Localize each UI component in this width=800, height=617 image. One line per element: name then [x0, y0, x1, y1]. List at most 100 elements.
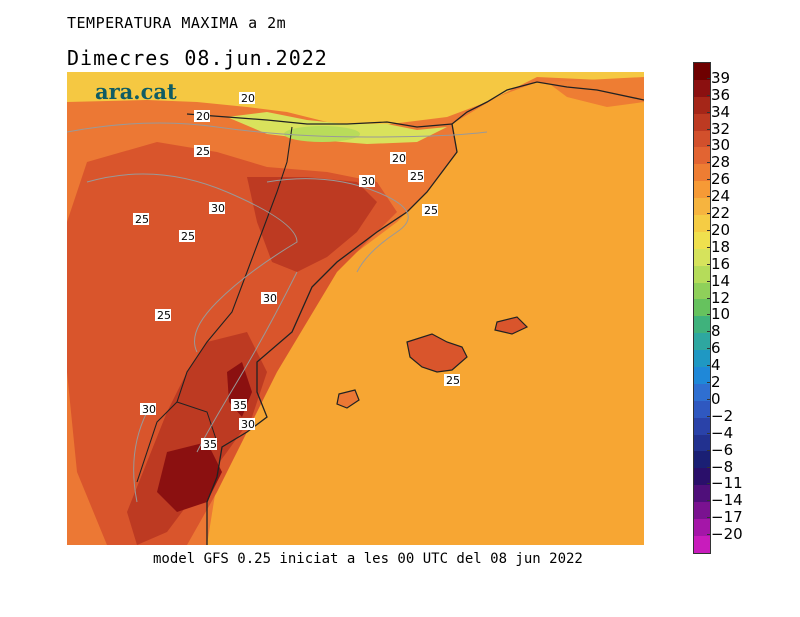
coastline	[206, 123, 458, 545]
legend-label: 12	[706, 288, 731, 307]
contour-label-text: 30	[211, 202, 225, 215]
legend-label: 10	[706, 305, 731, 324]
logo: ara.cat	[95, 79, 177, 104]
legend-swatch	[694, 198, 710, 216]
contour-label-text: 30	[241, 418, 255, 431]
legend-swatch	[694, 417, 710, 435]
color-legend	[693, 62, 711, 554]
contour-label: 20	[239, 92, 255, 105]
map-canvas: ara.cat 20 20 20 25 25 25 25 30 30 25 25…	[67, 72, 644, 545]
legend-swatch	[694, 350, 710, 368]
ibiza	[336, 389, 360, 409]
contour-label: 30	[359, 175, 375, 188]
legend-label: 26	[706, 170, 731, 189]
legend-swatch	[694, 231, 710, 249]
legend-swatch	[694, 333, 710, 351]
contour-label: 30	[261, 292, 277, 305]
contour-label-text: 20	[241, 92, 255, 105]
legend-swatch	[694, 316, 710, 334]
contour-label: 25	[155, 309, 171, 322]
legend-label: 2	[707, 373, 721, 392]
menorca	[494, 316, 529, 335]
legend-swatch	[694, 485, 710, 503]
legend-label: 4	[707, 356, 721, 375]
contour-label: 25	[444, 374, 460, 387]
legend-label: −17	[707, 508, 743, 527]
contour-label-text: 30	[263, 292, 277, 305]
legend-swatch	[694, 96, 710, 114]
contour-label-text: 25	[424, 204, 438, 217]
contour-label-text: 20	[196, 110, 210, 123]
hot-region	[247, 177, 377, 272]
legend-swatch	[694, 164, 710, 182]
contour-label-text: 35	[203, 438, 217, 451]
contour-label-text: 25	[446, 374, 460, 387]
legend-label: −11	[707, 474, 743, 493]
border-regions-2	[176, 401, 218, 443]
map-date: Dimecres 08.jun.2022	[67, 46, 328, 70]
contour-label-text: 20	[392, 152, 406, 165]
border-pyrenees	[186, 113, 453, 128]
legend-swatch	[694, 502, 710, 520]
cool-band	[67, 72, 644, 127]
contour-label: 30	[209, 202, 225, 215]
model-info: model GFS 0.25 iniciat a les 00 UTC del …	[153, 551, 583, 567]
legend-swatch	[694, 468, 710, 486]
contour-label: 30	[140, 403, 156, 416]
contour-label: 20	[194, 110, 210, 123]
legend-label: 39	[706, 68, 731, 87]
contour-label-text: 30	[142, 403, 156, 416]
legend-label: 18	[706, 237, 731, 256]
legend-label: 34	[706, 102, 731, 121]
legend-swatch	[694, 535, 710, 553]
legend-label: 6	[707, 339, 721, 358]
legend-swatch	[694, 63, 710, 80]
legend-swatch	[694, 113, 710, 131]
legend-swatch	[694, 248, 710, 266]
contour-label-text: 25	[135, 213, 149, 226]
contour-label-text: 25	[196, 145, 210, 158]
contour-label-text: 25	[181, 230, 195, 243]
contour-label: 20	[390, 152, 406, 165]
legend-swatch	[694, 383, 710, 401]
contour-label: 25	[194, 145, 210, 158]
legend-label: 28	[706, 153, 731, 172]
warm-sea-blob	[547, 77, 644, 107]
contour-label: 35	[231, 399, 247, 412]
legend-label: −8	[706, 457, 734, 476]
isotherms	[67, 122, 488, 503]
legend-swatch	[694, 215, 710, 232]
very-hot-core	[157, 442, 222, 512]
cold-core	[284, 126, 360, 142]
legend-label: −2	[706, 406, 734, 425]
legend-label: −20	[707, 525, 743, 544]
legend-swatch	[694, 130, 710, 148]
contour-label: 25	[422, 204, 438, 217]
legend-swatch	[694, 400, 710, 418]
legend-swatch	[694, 367, 710, 384]
legend-label: 22	[706, 204, 731, 223]
legend-ticks: 39 36 34 32 30 28 26 24 22 20 18 16 14 12 10 8 6 4 2 0 −2 −4−…	[706, 62, 791, 552]
contour-labels: 20 20 20 25 25 25 25 30 30 25 25 30 30 2…	[133, 92, 460, 451]
legend-swatch	[694, 451, 710, 469]
legend-label: −4	[706, 423, 734, 442]
contour-label: 25	[408, 170, 424, 183]
legend-swatch	[694, 434, 710, 452]
temperature-map: ara.cat 20 20 20 25 25 25 25 30 30 25 25…	[67, 72, 644, 545]
legend-swatch	[694, 181, 710, 199]
contour-label: 25	[179, 230, 195, 243]
legend-label: 16	[706, 254, 731, 273]
legend-swatch	[694, 265, 710, 283]
contour-label-text: 25	[157, 309, 171, 322]
contour-label: 25	[133, 213, 149, 226]
legend-label: 24	[706, 187, 731, 206]
mallorca	[406, 333, 468, 373]
contour-label-text: 30	[361, 175, 375, 188]
legend-label: 32	[706, 119, 731, 138]
border-regions	[136, 126, 293, 483]
legend-label: 8	[707, 322, 721, 341]
map-title: TEMPERATURA MAXIMA a 2m	[67, 14, 287, 32]
legend-label: 36	[706, 85, 731, 104]
legend-label: −14	[707, 491, 743, 510]
legend-label: 30	[706, 136, 731, 155]
